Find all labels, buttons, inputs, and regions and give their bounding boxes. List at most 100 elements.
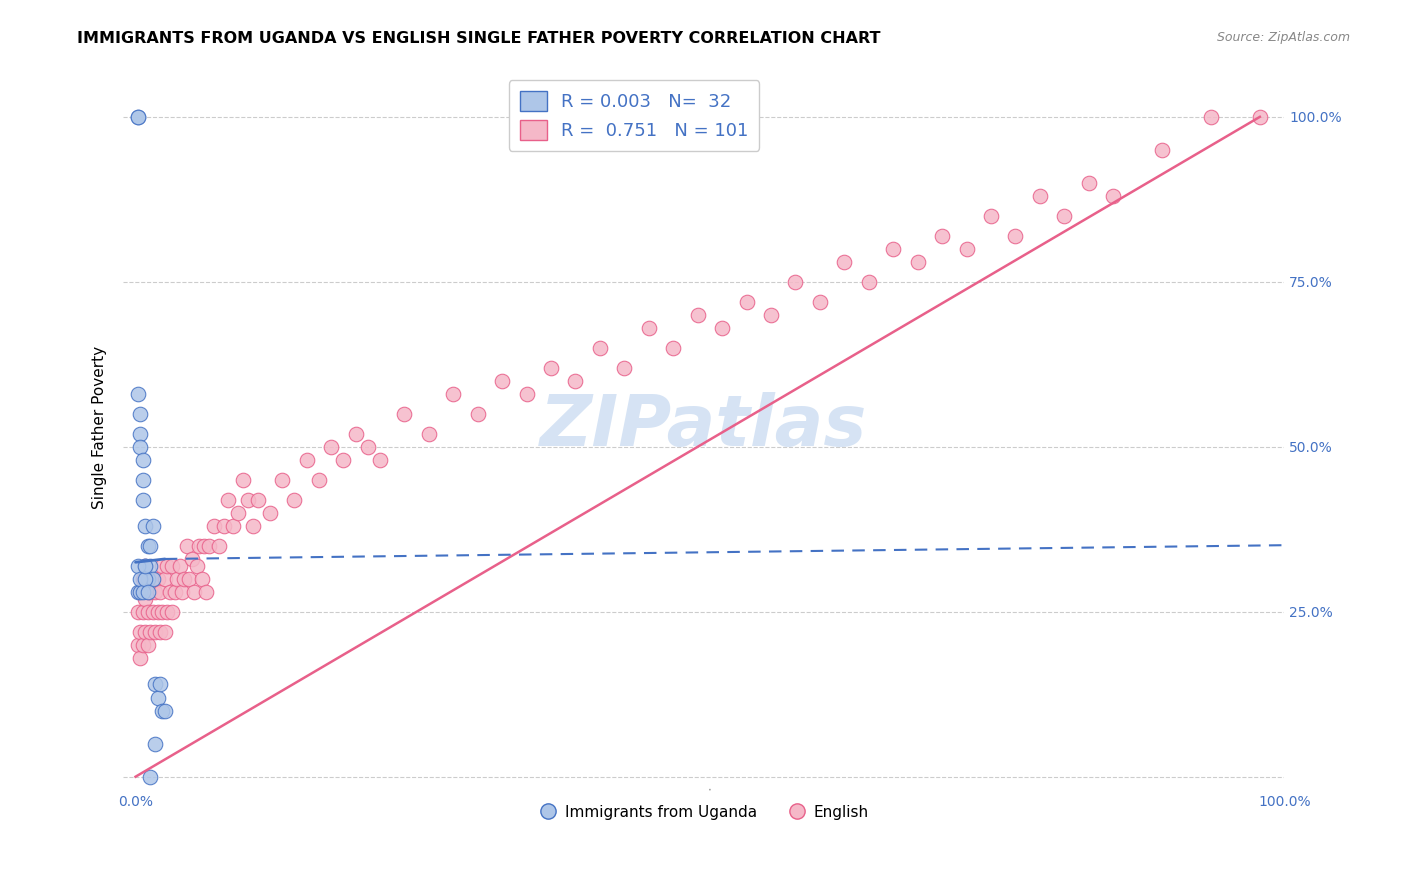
Point [129, 440, 152, 454]
Text: ZIPatlas: ZIPatlas [540, 392, 868, 461]
Point [186, 558, 208, 573]
Point [190, 572, 212, 586]
Point [834, 255, 856, 269]
Point [907, 255, 929, 269]
Point [1053, 209, 1076, 223]
Point [931, 228, 953, 243]
Point [564, 374, 586, 388]
Point [139, 585, 162, 599]
Point [283, 492, 305, 507]
Point [127, 638, 149, 652]
Point [491, 374, 513, 388]
Point [139, 624, 162, 639]
Point [156, 558, 179, 573]
Point [1249, 110, 1271, 124]
Point [129, 585, 152, 599]
Point [467, 407, 489, 421]
Point [134, 558, 156, 573]
Point [132, 473, 155, 487]
Point [441, 387, 464, 401]
Text: Source: ZipAtlas.com: Source: ZipAtlas.com [1216, 31, 1350, 45]
Point [195, 585, 218, 599]
Point [160, 558, 183, 573]
Point [159, 585, 181, 599]
Point [1152, 143, 1174, 157]
Point [132, 492, 155, 507]
Legend: Immigrants from Uganda, English: Immigrants from Uganda, English [533, 798, 875, 826]
Point [169, 558, 191, 573]
Point [735, 294, 758, 309]
Point [246, 492, 269, 507]
Point [332, 453, 354, 467]
Point [1004, 228, 1026, 243]
Point [686, 308, 709, 322]
Point [344, 426, 367, 441]
Point [259, 506, 281, 520]
Point [858, 275, 880, 289]
Point [152, 605, 174, 619]
Point [176, 539, 198, 553]
Point [136, 585, 159, 599]
Point [142, 605, 165, 619]
Point [198, 539, 221, 553]
Point [152, 704, 174, 718]
Point [173, 572, 195, 586]
Point [132, 638, 155, 652]
Point [179, 572, 201, 586]
Point [207, 539, 229, 553]
Point [418, 426, 440, 441]
Point [153, 704, 176, 718]
Point [308, 473, 330, 487]
Point [136, 605, 159, 619]
Point [193, 539, 215, 553]
Point [368, 453, 391, 467]
Point [980, 209, 1002, 223]
Point [129, 572, 152, 586]
Point [146, 605, 169, 619]
Point [180, 552, 202, 566]
Point [136, 585, 159, 599]
Point [153, 572, 176, 586]
Point [143, 624, 166, 639]
Point [129, 426, 152, 441]
Point [143, 737, 166, 751]
Point [134, 591, 156, 606]
Point [226, 506, 249, 520]
Point [142, 519, 165, 533]
Point [146, 690, 169, 705]
Point [152, 558, 174, 573]
Point [136, 539, 159, 553]
Point [134, 558, 156, 573]
Point [202, 519, 225, 533]
Point [236, 492, 259, 507]
Point [516, 387, 538, 401]
Point [142, 572, 165, 586]
Point [153, 624, 176, 639]
Point [134, 558, 156, 573]
Point [759, 308, 782, 322]
Point [127, 110, 149, 124]
Point [222, 519, 245, 533]
Point [1102, 189, 1125, 203]
Point [127, 585, 149, 599]
Point [1029, 189, 1052, 203]
Point [132, 605, 155, 619]
Point [129, 624, 152, 639]
Point [136, 638, 159, 652]
Point [540, 360, 562, 375]
Point [955, 242, 977, 256]
Text: IMMIGRANTS FROM UGANDA VS ENGLISH SINGLE FATHER POVERTY CORRELATION CHART: IMMIGRANTS FROM UGANDA VS ENGLISH SINGLE… [77, 31, 880, 46]
Point [163, 585, 186, 599]
Point [357, 440, 380, 454]
Point [319, 440, 342, 454]
Point [1077, 176, 1099, 190]
Point [129, 407, 152, 421]
Point [134, 572, 156, 586]
Point [129, 585, 152, 599]
Point [295, 453, 318, 467]
Point [143, 585, 166, 599]
Point [129, 651, 152, 665]
Point [142, 572, 165, 586]
Point [271, 473, 294, 487]
Point [160, 605, 183, 619]
